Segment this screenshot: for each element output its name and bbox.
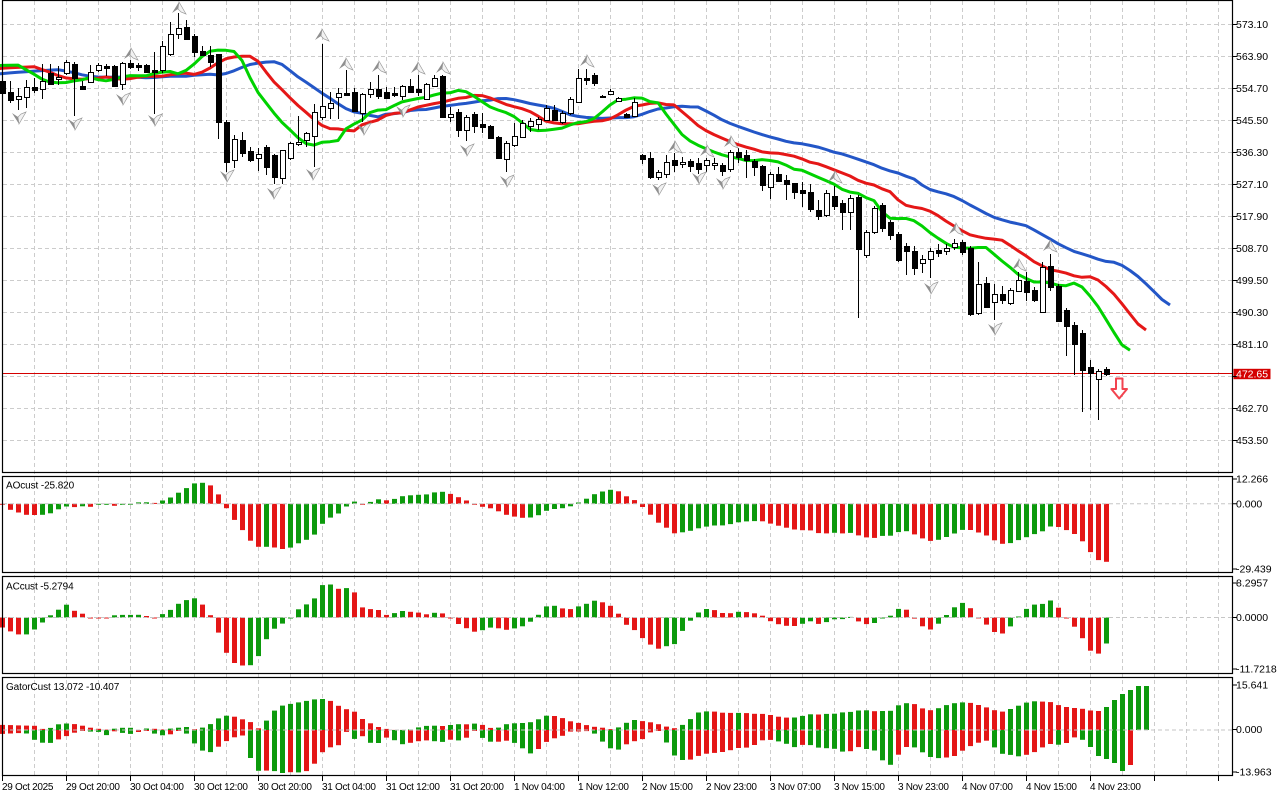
svg-text:29 Oct 2025: 29 Oct 2025 bbox=[2, 782, 54, 793]
svg-text:AOcust -25.820: AOcust -25.820 bbox=[6, 481, 75, 492]
svg-text:481.10: 481.10 bbox=[1236, 339, 1268, 351]
svg-text:3 Nov 07:00: 3 Nov 07:00 bbox=[770, 782, 821, 793]
svg-text:GatorCust 13.072 -10.407: GatorCust 13.072 -10.407 bbox=[6, 682, 120, 693]
svg-text:30 Oct 12:00: 30 Oct 12:00 bbox=[194, 782, 248, 793]
svg-text:1 Nov 12:00: 1 Nov 12:00 bbox=[578, 782, 629, 793]
svg-text:573.10: 573.10 bbox=[1236, 19, 1268, 31]
svg-text:ACcust -5.2794: ACcust -5.2794 bbox=[6, 582, 74, 593]
svg-text:0.000: 0.000 bbox=[1236, 724, 1262, 736]
svg-text:508.70: 508.70 bbox=[1236, 243, 1268, 255]
svg-text:517.90: 517.90 bbox=[1236, 211, 1268, 223]
svg-text:8.2957: 8.2957 bbox=[1236, 578, 1268, 590]
svg-text:462.70: 462.70 bbox=[1236, 403, 1268, 415]
svg-text:554.70: 554.70 bbox=[1236, 83, 1268, 95]
svg-text:2 Nov 15:00: 2 Nov 15:00 bbox=[642, 782, 693, 793]
svg-text:4 Nov 15:00: 4 Nov 15:00 bbox=[1026, 782, 1077, 793]
svg-text:1 Nov 04:00: 1 Nov 04:00 bbox=[514, 782, 565, 793]
svg-text:12.266: 12.266 bbox=[1236, 474, 1268, 486]
svg-text:527.10: 527.10 bbox=[1236, 179, 1268, 191]
svg-text:3 Nov 23:00: 3 Nov 23:00 bbox=[898, 782, 949, 793]
svg-text:30 Oct 20:00: 30 Oct 20:00 bbox=[258, 782, 312, 793]
svg-text:-29.439: -29.439 bbox=[1236, 564, 1272, 576]
svg-text:-11.7218: -11.7218 bbox=[1236, 664, 1277, 676]
svg-text:499.50: 499.50 bbox=[1236, 275, 1268, 287]
svg-text:0.0000: 0.0000 bbox=[1236, 612, 1268, 624]
svg-text:4 Nov 07:00: 4 Nov 07:00 bbox=[962, 782, 1013, 793]
svg-text:31 Oct 20:00: 31 Oct 20:00 bbox=[450, 782, 504, 793]
svg-text:0.000: 0.000 bbox=[1236, 498, 1262, 510]
svg-text:31 Oct 04:00: 31 Oct 04:00 bbox=[322, 782, 376, 793]
svg-text:453.50: 453.50 bbox=[1236, 435, 1268, 447]
svg-text:-13.963: -13.963 bbox=[1236, 767, 1272, 779]
svg-text:563.90: 563.90 bbox=[1236, 51, 1268, 63]
svg-text:2 Nov 23:00: 2 Nov 23:00 bbox=[706, 782, 757, 793]
svg-text:15.641: 15.641 bbox=[1236, 680, 1268, 692]
svg-text:30 Oct 04:00: 30 Oct 04:00 bbox=[130, 782, 184, 793]
svg-text:490.30: 490.30 bbox=[1236, 307, 1268, 319]
svg-text:31 Oct 12:00: 31 Oct 12:00 bbox=[386, 782, 440, 793]
svg-text:4 Nov 23:00: 4 Nov 23:00 bbox=[1090, 782, 1141, 793]
svg-text:3 Nov 15:00: 3 Nov 15:00 bbox=[834, 782, 885, 793]
svg-text:536.30: 536.30 bbox=[1236, 147, 1268, 159]
svg-text:29 Oct 20:00: 29 Oct 20:00 bbox=[66, 782, 120, 793]
svg-text:545.50: 545.50 bbox=[1236, 115, 1268, 127]
svg-text:472.65: 472.65 bbox=[1236, 368, 1268, 380]
